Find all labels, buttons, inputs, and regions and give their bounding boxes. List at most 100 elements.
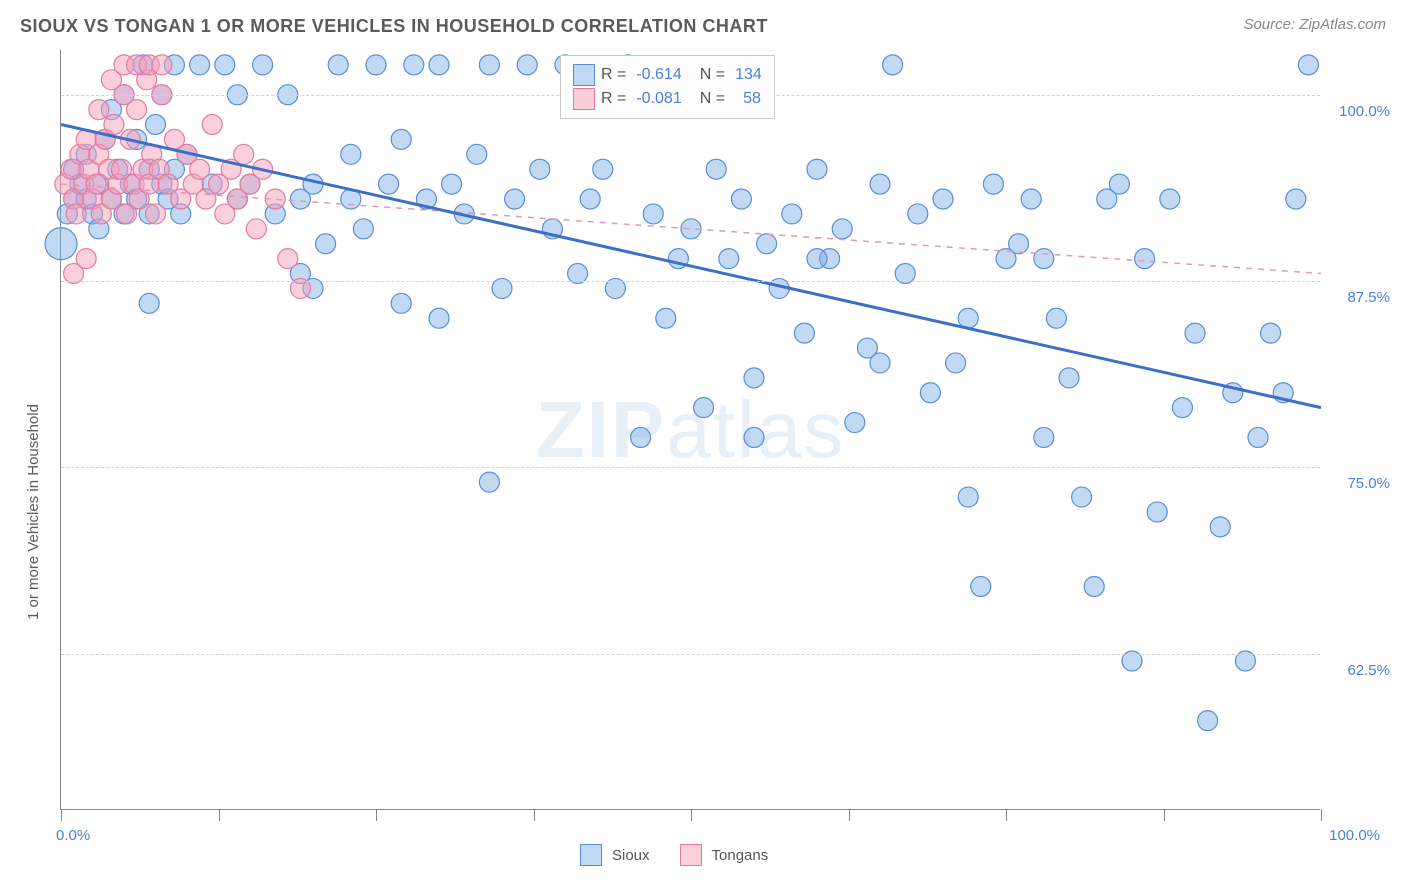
data-point [1084,576,1104,596]
legend-n-label: N = [700,66,725,84]
data-point [908,204,928,224]
data-point [706,159,726,179]
data-point [920,383,940,403]
data-point [631,427,651,447]
x-tick [1164,809,1165,821]
data-point [1109,174,1129,194]
data-point [190,55,210,75]
data-point [1210,517,1230,537]
data-point [429,308,449,328]
data-point [278,249,298,269]
y-tick-label: 87.5% [1347,289,1390,306]
x-tick-label-right: 100.0% [1329,827,1380,844]
grid-line [61,281,1320,282]
data-point [1298,55,1318,75]
data-point [234,144,254,164]
data-point [807,159,827,179]
data-point [517,55,537,75]
data-point [146,115,166,135]
data-point [870,174,890,194]
data-point [1185,323,1205,343]
data-point [580,189,600,209]
data-point [442,174,462,194]
data-point [1046,308,1066,328]
correlation-legend: R = -0.614 N = 134 R = -0.081 N = 58 [560,55,775,119]
data-point [152,55,172,75]
legend-n-tongans: 58 [743,90,761,108]
data-point [316,234,336,254]
data-point [1059,368,1079,388]
data-point [1248,427,1268,447]
y-tick-label: 62.5% [1347,662,1390,679]
data-point [202,115,222,135]
data-point [215,55,235,75]
data-point [1034,427,1054,447]
x-tick [1321,809,1322,821]
legend-swatch-tongans [573,88,595,110]
data-point [832,219,852,239]
data-point [719,249,739,269]
data-point [1009,234,1029,254]
plot-area: ZIPatlas 62.5%75.0%87.5%100.0%0.0%100.0% [60,50,1320,810]
legend-label-sioux: Sioux [612,847,650,864]
data-point [328,55,348,75]
data-point [391,293,411,313]
x-tick [849,809,850,821]
data-point [104,115,124,135]
data-point [731,189,751,209]
x-tick-label-left: 0.0% [56,827,90,844]
legend-row-tongans: R = -0.081 N = 58 [573,88,762,110]
data-point [1147,502,1167,522]
data-point [391,129,411,149]
legend-swatch-sioux [580,844,602,866]
data-point [744,368,764,388]
data-point [505,189,525,209]
data-point [1034,249,1054,269]
data-point [341,144,361,164]
data-point [883,55,903,75]
data-point [253,55,273,75]
data-point [870,353,890,373]
data-point [404,55,424,75]
legend-r-label: R = [601,90,626,108]
y-tick-label: 100.0% [1339,103,1390,120]
data-point [379,174,399,194]
data-point [1160,189,1180,209]
data-point [1198,711,1218,731]
data-point [479,55,499,75]
legend-row-sioux: R = -0.614 N = 134 [573,64,762,86]
legend-n-sioux: 134 [735,66,762,84]
x-tick [691,809,692,821]
y-tick-label: 75.0% [1347,475,1390,492]
data-point [845,413,865,433]
data-point [958,308,978,328]
data-point [1021,189,1041,209]
series-legend: Sioux Tongans [580,844,768,866]
legend-r-label: R = [601,66,626,84]
data-point [744,427,764,447]
legend-swatch-sioux [573,64,595,86]
data-point [246,219,266,239]
data-point [1172,398,1192,418]
chart-svg [61,50,1321,810]
data-point [139,293,159,313]
x-tick [219,809,220,821]
data-point [946,353,966,373]
data-point [530,159,550,179]
data-point [353,219,373,239]
data-point [958,487,978,507]
data-point [1072,487,1092,507]
data-point [127,100,147,120]
data-point [656,308,676,328]
data-point [807,249,827,269]
data-point [190,159,210,179]
data-point [66,204,86,224]
data-point [694,398,714,418]
legend-r-tongans: -0.081 [636,90,681,108]
x-tick [534,809,535,821]
grid-line [61,467,1320,468]
data-point [76,249,96,269]
legend-label-tongans: Tongans [712,847,769,864]
x-tick [1006,809,1007,821]
data-point [794,323,814,343]
